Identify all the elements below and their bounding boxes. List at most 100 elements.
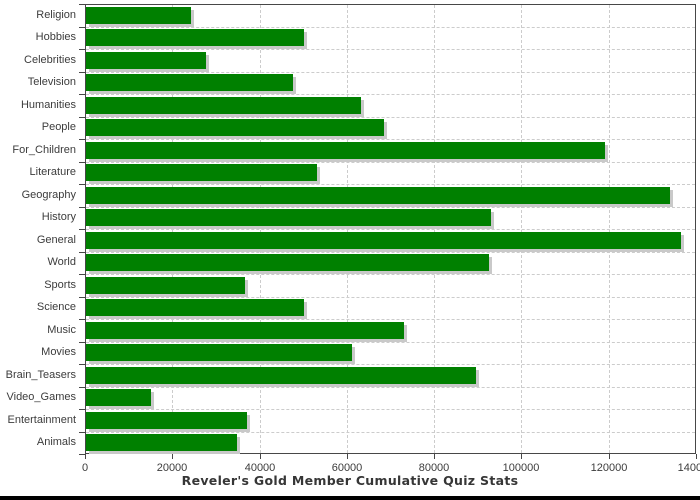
- x-axis-tick: [696, 454, 697, 459]
- x-axis-tick-label: 40000: [244, 462, 276, 474]
- bar-sports: [86, 276, 245, 294]
- y-axis-label: Brain_Teasers: [5, 368, 76, 381]
- y-axis-label: Religion: [36, 8, 76, 21]
- chart-title: Reveler's Gold Member Cumulative Quiz St…: [181, 473, 519, 488]
- y-axis-label: General: [36, 233, 76, 246]
- value-gridline: [172, 5, 173, 453]
- bar-brain_teasers: [86, 366, 476, 384]
- category-gridline: [86, 274, 695, 275]
- y-axis-tick: [79, 409, 85, 410]
- x-axis-tick: [172, 454, 173, 459]
- x-axis-tick: [609, 454, 610, 459]
- y-axis-tick: [79, 432, 85, 433]
- x-axis-tick-label: 20000: [156, 462, 188, 474]
- y-axis-tick: [79, 184, 85, 185]
- bar-general: [86, 231, 681, 249]
- category-gridline: [86, 409, 695, 410]
- category-gridline: [86, 342, 695, 343]
- category-gridline: [86, 319, 695, 320]
- value-gridline: [609, 5, 610, 453]
- y-axis-label: Movies: [41, 346, 76, 359]
- y-axis-label: Hobbies: [35, 31, 76, 44]
- category-gridline: [86, 432, 695, 433]
- x-axis-tick: [521, 454, 522, 459]
- bar-science: [86, 299, 304, 317]
- category-gridline: [86, 72, 695, 73]
- y-axis-tick: [79, 94, 85, 95]
- y-axis-label: Celebrities: [24, 53, 76, 66]
- y-axis-tick: [79, 162, 85, 163]
- category-gridline: [86, 297, 695, 298]
- bar-humanities: [86, 96, 361, 114]
- bar-geography: [86, 186, 670, 204]
- y-axis-label: Entertainment: [7, 413, 76, 426]
- y-axis-tick: [79, 27, 85, 28]
- y-axis-label: Television: [27, 76, 76, 89]
- y-axis-label: Music: [47, 323, 76, 336]
- value-gridline: [434, 5, 435, 453]
- y-axis-label: History: [41, 211, 76, 224]
- bar-celebrities: [86, 51, 206, 69]
- bottom-border-line: [0, 496, 700, 500]
- category-gridline: [86, 387, 695, 388]
- x-axis-tick-label: 120000: [590, 462, 628, 474]
- x-axis-tick-label: 80000: [418, 462, 450, 474]
- category-gridline: [86, 94, 695, 95]
- x-axis-tick-label: 0: [81, 462, 89, 474]
- bar-hobbies: [86, 29, 304, 47]
- y-axis-tick: [79, 207, 85, 208]
- y-axis-tick: [79, 117, 85, 118]
- y-axis-label: People: [41, 121, 76, 134]
- y-axis-tick: [79, 454, 85, 455]
- bar-entertainment: [86, 411, 247, 429]
- y-axis-tick: [79, 297, 85, 298]
- y-axis-tick: [79, 72, 85, 73]
- bar-literature: [86, 164, 317, 182]
- x-axis-tick-label: 140000: [677, 462, 700, 474]
- y-axis-tick: [79, 139, 85, 140]
- y-axis-tick: [79, 387, 85, 388]
- y-axis-label: Geography: [21, 188, 76, 201]
- category-gridline: [86, 229, 695, 230]
- bar-video_games: [86, 389, 151, 407]
- bar-religion: [86, 6, 191, 24]
- y-axis-label: For_Children: [12, 143, 76, 156]
- category-gridline: [86, 252, 695, 253]
- y-axis-label: Sports: [44, 278, 76, 291]
- bar-history: [86, 209, 491, 227]
- value-gridline: [521, 5, 522, 453]
- category-gridline: [86, 49, 695, 50]
- y-axis-label: Science: [36, 301, 76, 314]
- y-axis-tick: [79, 49, 85, 50]
- bar-movies: [86, 344, 352, 362]
- x-axis-tick: [85, 454, 86, 459]
- y-axis-label: Animals: [36, 436, 76, 449]
- x-axis-tick: [260, 454, 261, 459]
- bar-world: [86, 254, 489, 272]
- y-axis-label: Humanities: [20, 98, 76, 111]
- y-axis-label: World: [47, 256, 76, 269]
- category-gridline: [86, 162, 695, 163]
- category-gridline: [86, 117, 695, 118]
- bar-music: [86, 321, 404, 339]
- y-axis-tick: [79, 342, 85, 343]
- bar-television: [86, 74, 293, 92]
- bar-people: [86, 119, 384, 137]
- y-axis-tick: [79, 364, 85, 365]
- y-axis-tick: [79, 252, 85, 253]
- category-gridline: [86, 184, 695, 185]
- y-axis-label: Literature: [29, 166, 76, 179]
- bar-animals: [86, 434, 237, 452]
- category-gridline: [86, 364, 695, 365]
- category-gridline: [86, 139, 695, 140]
- x-axis-tick-label: 100000: [502, 462, 540, 474]
- y-axis-tick: [79, 229, 85, 230]
- y-axis-tick: [79, 274, 85, 275]
- bar-for_children: [86, 141, 605, 159]
- category-gridline: [86, 207, 695, 208]
- category-gridline: [86, 27, 695, 28]
- y-axis-tick: [79, 319, 85, 320]
- x-axis-tick-label: 60000: [331, 462, 363, 474]
- x-axis-tick: [434, 454, 435, 459]
